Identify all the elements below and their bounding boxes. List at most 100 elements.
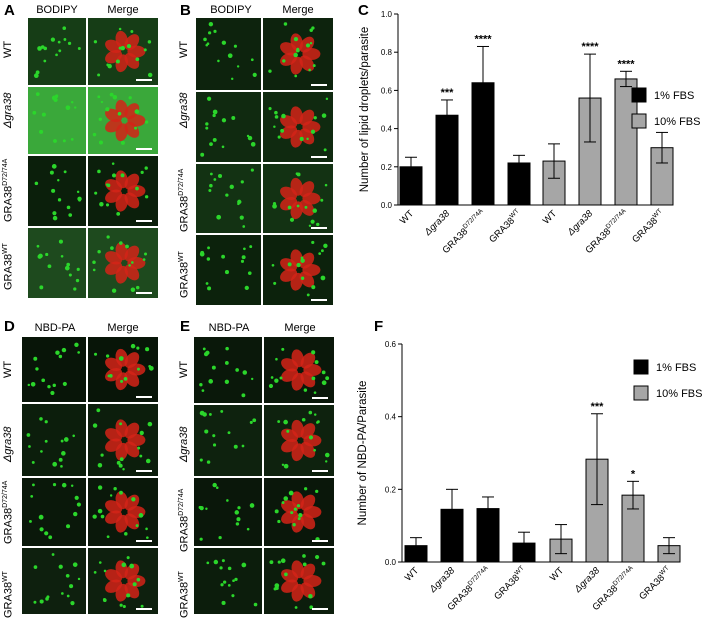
y-tick-label: 0.0 [385,558,397,567]
category-label: Δgra38 [422,208,453,239]
row-label-a-gwt: GRA38WT [2,243,15,290]
micrograph-tile [264,548,334,614]
micrograph-tile [194,478,262,546]
scale-bar [312,470,328,472]
panel-letter-c: C [358,2,369,19]
category-label: WT [541,208,559,226]
micrograph-tile [88,18,158,85]
row-label-e-gwt: GRA38WT [178,571,191,618]
scale-bar [136,148,152,150]
y-axis-label: Number of lipid droplets/parasite [359,27,371,193]
col-head-a2: Merge [107,4,139,16]
col-head-b1: BODIPY [210,4,252,16]
y-tick-label: 0.8 [381,48,393,57]
scale-bar [136,608,152,610]
category-label: WT [403,565,421,583]
micrograph-tile [88,228,158,298]
micrograph-tile [196,164,261,233]
row-label-b-gra38: Δgra38 [178,92,190,128]
row-label-e-mut: GRA38D72/74A [178,488,191,552]
significance-label: *** [441,87,455,99]
y-tick-label: 0.4 [381,125,393,134]
micrograph-tile [22,548,86,614]
micrograph-tile [22,404,86,476]
scale-bar [136,540,152,542]
scale-bar [136,79,152,81]
micrograph-tile [28,156,86,226]
micrograph-tile [194,548,262,614]
micrograph-tile [263,18,333,90]
category-label: Δgra38 [565,208,596,239]
panel-letter-d: D [4,318,15,335]
micrograph-tile [88,87,158,154]
panel-letter-a: A [4,2,15,19]
scale-bar [312,397,328,399]
row-label-a-mut: GRA38D72/74A [2,158,15,222]
category-label: GRA38WT [636,565,674,603]
category-label: GRA38WT [491,565,529,603]
y-tick-label: 1.0 [381,10,393,19]
micrograph-tile [264,478,334,546]
micrograph-tile [88,337,158,402]
micrograph-tile [194,405,262,476]
legend-swatch [631,87,647,103]
row-label-e-wt: WT [178,360,190,378]
row-label-d-wt: WT [2,360,14,378]
y-tick-label: 0.2 [381,163,393,172]
y-tick-label: 0.2 [385,485,397,494]
col-head-e2: Merge [284,322,316,334]
micrograph-tile [22,337,86,402]
scale-bar [311,156,327,158]
y-tick-label: 0.6 [385,340,397,349]
panel-letter-f: F [374,318,384,335]
micrograph-tile [264,337,334,403]
micrograph-tile [194,337,262,403]
scale-bar [311,84,327,86]
row-label-a-gra38: Δgra38 [2,92,14,128]
y-tick-label: 0.4 [385,413,397,422]
significance-label: *** [591,401,605,413]
chart-lipid-droplets: 0.0 0.2 0.4 0.6 0.8 1.0 Number of lipid drople… [359,10,700,256]
legend-swatch [633,385,649,401]
category-label: GRA38WT [629,208,667,246]
category-label: Δgra38 [572,565,603,596]
micrograph-tile [263,235,333,305]
col-head-d2: Merge [107,322,139,334]
row-label-d-gra38: Δgra38 [2,426,14,462]
micrograph-tile [22,478,86,546]
y-tick-label: 0.6 [381,86,393,95]
micrograph-tile [264,405,334,476]
row-label-b-mut: GRA38D72/74A [178,168,191,232]
chart-nbd-pa: 0.0 0.2 0.4 0.6 Number of NBD-PA/Parasite WT Δ… [357,340,702,613]
scale-bar [311,299,327,301]
y-axis-label: Number of NBD-PA/Parasite [357,381,369,526]
panel-letter-e: E [180,318,191,335]
y-tick-label: 0.0 [381,201,393,210]
scale-bar [136,220,152,222]
micrograph-tile [263,92,333,162]
legend-label: 10% FBS [654,116,700,128]
row-label-b-wt: WT [178,40,190,58]
micrograph-tile [263,164,333,233]
micrograph-tile [88,404,158,476]
row-label-d-mut: GRA38D72/74A [2,480,15,544]
legend-swatch [631,113,647,129]
col-head-e1: NBD-PA [208,322,250,334]
legend-swatch [633,359,649,375]
legend-label: 1% FBS [654,90,694,102]
panel-letter-b: B [180,2,191,19]
micrograph-tile [88,548,158,614]
scale-bar [311,227,327,229]
scale-bar [136,396,152,398]
scale-bar [136,470,152,472]
micrograph-tile [88,478,158,546]
micrograph-tile [196,18,261,90]
category-label: Δgra38 [427,565,458,596]
category-label: GRA38WT [486,208,524,246]
col-head-b2: Merge [282,4,314,16]
category-label: WT [398,208,416,226]
micrograph-tile [28,87,86,154]
micrograph-tile [88,156,158,226]
significance-label: **** [617,58,635,70]
row-label-d-gwt: GRA38WT [2,571,15,618]
